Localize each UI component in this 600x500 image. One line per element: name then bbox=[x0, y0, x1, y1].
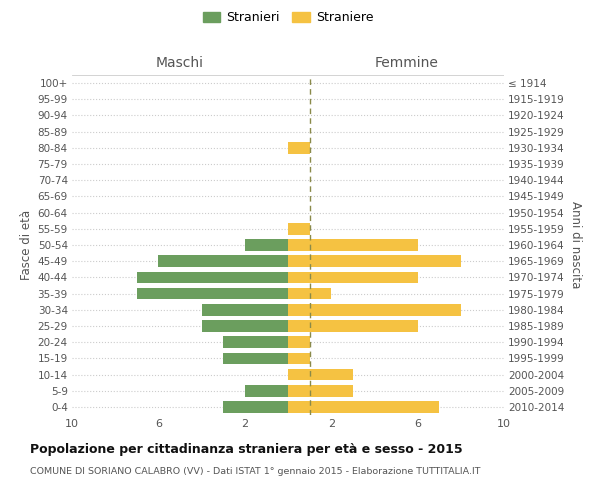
Text: COMUNE DI SORIANO CALABRO (VV) - Dati ISTAT 1° gennaio 2015 - Elaborazione TUTTI: COMUNE DI SORIANO CALABRO (VV) - Dati IS… bbox=[30, 468, 481, 476]
Bar bbox=[202, 304, 288, 316]
Text: Femmine: Femmine bbox=[375, 56, 439, 70]
Text: Popolazione per cittadinanza straniera per età e sesso - 2015: Popolazione per cittadinanza straniera p… bbox=[30, 442, 463, 456]
Bar bbox=[288, 239, 418, 251]
Bar bbox=[288, 352, 310, 364]
Bar bbox=[288, 272, 418, 283]
Bar bbox=[137, 272, 288, 283]
Bar bbox=[137, 288, 288, 300]
Bar bbox=[223, 352, 288, 364]
Bar bbox=[288, 336, 310, 348]
Bar bbox=[223, 336, 288, 348]
Bar bbox=[288, 304, 461, 316]
Y-axis label: Anni di nascita: Anni di nascita bbox=[569, 202, 582, 288]
Bar bbox=[288, 288, 331, 300]
Bar bbox=[288, 401, 439, 412]
Text: Maschi: Maschi bbox=[156, 56, 204, 70]
Bar bbox=[288, 223, 310, 234]
Y-axis label: Fasce di età: Fasce di età bbox=[20, 210, 34, 280]
Bar bbox=[245, 385, 288, 396]
Bar bbox=[288, 256, 461, 267]
Bar bbox=[223, 401, 288, 412]
Bar bbox=[158, 256, 288, 267]
Bar bbox=[288, 385, 353, 396]
Bar bbox=[288, 142, 310, 154]
Bar bbox=[288, 320, 418, 332]
Bar bbox=[202, 320, 288, 332]
Legend: Stranieri, Straniere: Stranieri, Straniere bbox=[200, 8, 376, 26]
Bar bbox=[288, 368, 353, 380]
Bar bbox=[245, 239, 288, 251]
